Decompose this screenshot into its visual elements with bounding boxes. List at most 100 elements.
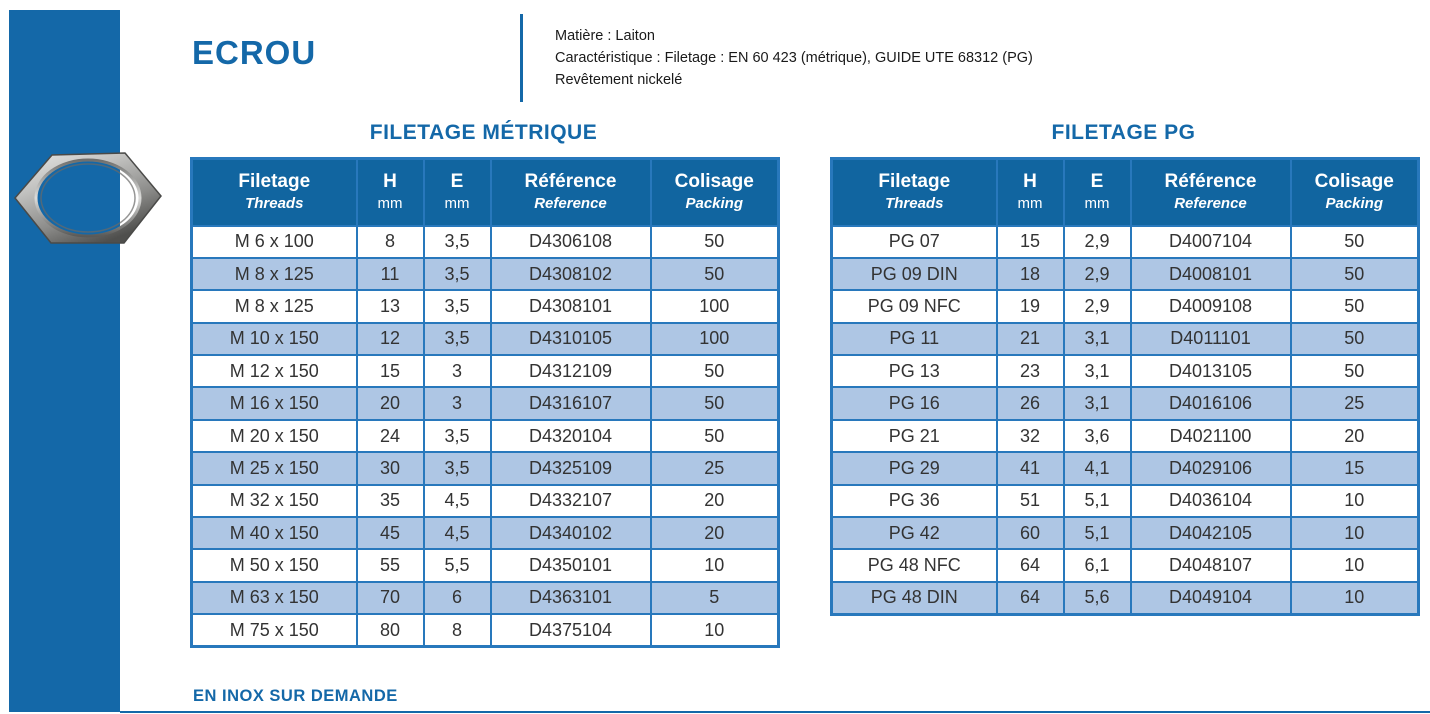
table-row: M 20 x 150 24 3,5 D4320104 50 xyxy=(190,418,780,454)
table-cell: D4310105 xyxy=(489,321,652,357)
table-cell: PG 48 NFC xyxy=(830,548,998,583)
table-cell: 8 xyxy=(355,224,425,259)
table-cell: D4308101 xyxy=(489,289,652,324)
column-header-filetage: Filetage Threads xyxy=(190,157,358,227)
info-line-revetement: Revêtement nickelé xyxy=(555,72,683,88)
table-row: M 16 x 150 20 3 D4316107 50 xyxy=(190,386,780,421)
column-sublabel: Threads xyxy=(885,195,944,213)
table-cell: 3,5 xyxy=(422,224,492,259)
table-cell: M 63 x 150 xyxy=(190,580,358,616)
table-cell: 3,5 xyxy=(422,321,492,357)
table-cell: 3 xyxy=(422,386,492,421)
table-cell: 5,1 xyxy=(1062,483,1132,519)
table-cell: 3,1 xyxy=(1062,321,1132,357)
column-sublabel: mm xyxy=(1017,195,1043,213)
table-cell: 3,5 xyxy=(422,289,492,324)
table-cell: 51 xyxy=(995,483,1065,519)
table-cell: 6,1 xyxy=(1062,548,1132,583)
info-line-matiere: Matière : Laiton xyxy=(555,28,655,44)
table-cell: M 50 x 150 xyxy=(190,548,358,583)
table-cell: 45 xyxy=(355,516,425,551)
table-row: PG 21 32 3,6 D4021100 20 xyxy=(830,418,1420,454)
table-cell: 11 xyxy=(355,256,425,292)
column-sublabel: mm xyxy=(444,195,470,213)
table-cell: 25 xyxy=(649,451,780,486)
header-divider xyxy=(520,14,523,102)
table-cell: 3,5 xyxy=(422,451,492,486)
table-cell: 70 xyxy=(355,580,425,616)
table-cell: D4049104 xyxy=(1129,580,1292,616)
table-cell: 5,6 xyxy=(1062,580,1132,616)
table-cell: 4,5 xyxy=(422,483,492,519)
table-cell: 15 xyxy=(995,224,1065,259)
table-cell: D4029106 xyxy=(1129,451,1292,486)
column-label: E xyxy=(450,171,464,193)
table-cell: 18 xyxy=(995,256,1065,292)
table-cell: 50 xyxy=(649,354,780,389)
table-cell: 15 xyxy=(1289,451,1420,486)
metric-table-title: FILETAGE MÉTRIQUE xyxy=(369,121,598,144)
table-cell: D4312109 xyxy=(489,354,652,389)
table-cell: PG 36 xyxy=(830,483,998,519)
table-cell: D4007104 xyxy=(1129,224,1292,259)
table-cell: 10 xyxy=(649,548,780,583)
table-cell: 35 xyxy=(355,483,425,519)
table-cell: D4013105 xyxy=(1129,354,1292,389)
table-cell: 25 xyxy=(1289,386,1420,421)
column-label: E xyxy=(1090,171,1104,193)
table-cell: M 12 x 150 xyxy=(190,354,358,389)
table-cell: 2,9 xyxy=(1062,256,1132,292)
table-cell: D4306108 xyxy=(489,224,652,259)
column-label: Filetage xyxy=(238,171,311,193)
column-label: H xyxy=(383,171,397,193)
table-cell: 4,5 xyxy=(422,516,492,551)
column-sublabel: Packing xyxy=(1325,195,1384,213)
table-cell: M 40 x 150 xyxy=(190,516,358,551)
table-cell: PG 11 xyxy=(830,321,998,357)
table-cell: 30 xyxy=(355,451,425,486)
column-header-r-f-rence: Référence Reference xyxy=(1129,157,1292,227)
table-cell: D4332107 xyxy=(489,483,652,519)
column-label: H xyxy=(1023,171,1037,193)
table-cell: 50 xyxy=(1289,224,1420,259)
table-cell: M 10 x 150 xyxy=(190,321,358,357)
table-cell: 100 xyxy=(649,289,780,324)
table-cell: 20 xyxy=(355,386,425,421)
table-row: PG 07 15 2,9 D4007104 50 xyxy=(830,224,1420,259)
left-accent-band xyxy=(9,10,120,712)
table-cell: 20 xyxy=(649,516,780,551)
table-cell: 12 xyxy=(355,321,425,357)
table-cell: 24 xyxy=(355,418,425,454)
table-row: M 8 x 125 11 3,5 D4308102 50 xyxy=(190,256,780,292)
table-row: PG 29 41 4,1 D4029106 15 xyxy=(830,451,1420,486)
table-cell: 5 xyxy=(649,580,780,616)
column-sublabel: Threads xyxy=(245,195,304,213)
table-cell: 2,9 xyxy=(1062,289,1132,324)
table-cell: 10 xyxy=(1289,516,1420,551)
table-cell: 10 xyxy=(1289,580,1420,616)
table-cell: 15 xyxy=(355,354,425,389)
table-cell: 10 xyxy=(1289,483,1420,519)
table-row: M 10 x 150 12 3,5 D4310105 100 xyxy=(190,321,780,357)
table-row: M 50 x 150 55 5,5 D4350101 10 xyxy=(190,548,780,583)
table-cell: 3,6 xyxy=(1062,418,1132,454)
column-header-r-f-rence: Référence Reference xyxy=(489,157,652,227)
table-row: PG 09 DIN 18 2,9 D4008101 50 xyxy=(830,256,1420,292)
info-line-caracteristique: Caractéristique : Filetage : EN 60 423 (… xyxy=(555,50,1033,66)
table-cell: PG 21 xyxy=(830,418,998,454)
table-cell: M 32 x 150 xyxy=(190,483,358,519)
column-label: Colisage xyxy=(1314,171,1394,193)
table-row: M 12 x 150 15 3 D4312109 50 xyxy=(190,354,780,389)
table-cell: D4011101 xyxy=(1129,321,1292,357)
table-cell: 6 xyxy=(422,580,492,616)
table-row: M 8 x 125 13 3,5 D4308101 100 xyxy=(190,289,780,324)
table-cell: 50 xyxy=(1289,354,1420,389)
table-cell: D4042105 xyxy=(1129,516,1292,551)
